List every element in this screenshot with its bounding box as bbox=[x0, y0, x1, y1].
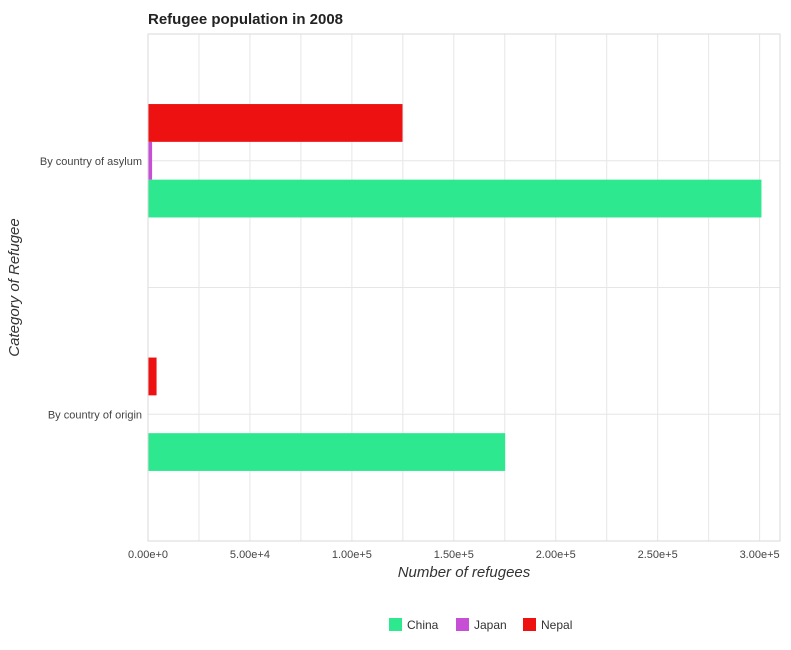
x-tick-label: 5.00e+4 bbox=[230, 549, 270, 561]
legend-swatch-japan bbox=[456, 618, 469, 631]
bars bbox=[148, 104, 762, 471]
x-tick-label: 3.00e+5 bbox=[740, 549, 780, 561]
bar-china-by-country-of-asylum bbox=[148, 179, 762, 218]
bar-china-by-country-of-origin bbox=[148, 433, 506, 471]
legend-swatch-china bbox=[389, 618, 402, 631]
chart-title: Refugee population in 2008 bbox=[148, 11, 343, 28]
legend: China Japan Nepal bbox=[389, 618, 572, 632]
legend-swatch-nepal bbox=[523, 618, 536, 631]
x-tick-labels: 0.00e+0 5.00e+4 1.00e+5 1.50e+5 2.00e+5 2.50e… bbox=[128, 549, 780, 561]
x-tick-label: 1.50e+5 bbox=[434, 549, 474, 561]
y-tick-labels: By country of asylum By country of origin bbox=[40, 156, 142, 422]
legend-label-japan: Japan bbox=[474, 618, 507, 632]
bar-nepal-by-country-of-origin bbox=[148, 357, 157, 396]
y-axis-label: Category of Refugee bbox=[6, 218, 23, 356]
x-tick-label: 2.50e+5 bbox=[638, 549, 678, 561]
x-tick-label: 1.00e+5 bbox=[332, 549, 372, 561]
legend-label-nepal: Nepal bbox=[541, 618, 572, 632]
bar-japan-by-country-of-asylum bbox=[148, 141, 153, 180]
y-tick-label: By country of origin bbox=[48, 409, 142, 421]
plot-frame bbox=[147, 33, 781, 542]
y-tick-label: By country of asylum bbox=[40, 156, 142, 168]
legend-label-china: China bbox=[407, 618, 439, 632]
x-tick-label: 2.00e+5 bbox=[536, 549, 576, 561]
bar-nepal-by-country-of-asylum bbox=[148, 104, 403, 142]
x-axis-label: Number of refugees bbox=[398, 564, 531, 581]
x-tick-label: 0.00e+0 bbox=[128, 549, 168, 561]
